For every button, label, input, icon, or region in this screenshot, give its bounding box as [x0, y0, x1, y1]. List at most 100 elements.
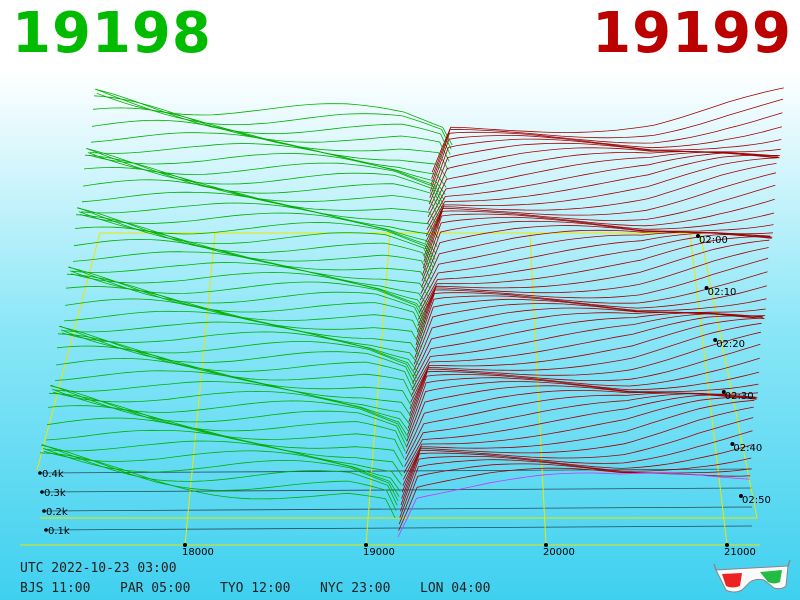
- bid-depth-line: [70, 271, 427, 319]
- volume-gridline: [42, 506, 753, 512]
- volume-tick-marker: [40, 490, 44, 494]
- volume-tick-marker: [38, 471, 42, 475]
- bid-depth-line: [55, 357, 412, 417]
- ask-depth-line: [400, 430, 753, 506]
- time-tick-marker: [704, 286, 709, 290]
- utc-time: UTC 2022-10-23 03:00: [20, 561, 177, 576]
- volume-tick-marker: [44, 528, 48, 532]
- ask-depth-line: [418, 236, 770, 320]
- bid-depth-line: [49, 385, 406, 452]
- bid-depth-line: [45, 429, 402, 485]
- time-tick-label: 02:30: [725, 391, 754, 402]
- bid-depth-line: [76, 207, 433, 274]
- ask-depth-line: [407, 357, 760, 429]
- price-tick-label: 19000: [363, 547, 395, 558]
- bid-depth-line: [95, 89, 452, 150]
- price-tick-label: 18000: [182, 547, 214, 558]
- ask-depth-line: [405, 390, 758, 454]
- tz-par: PAR 05:00: [120, 581, 191, 596]
- price-tick-marker: [183, 543, 187, 547]
- time-tick-marker: [696, 234, 700, 238]
- ask-depth-line: [397, 472, 750, 538]
- bid-depth-line: [92, 107, 449, 170]
- bid-depth-line: [63, 310, 420, 366]
- ask-depth-line: [424, 172, 776, 256]
- volume-tick-label: 0.2k: [46, 507, 68, 518]
- ask-depth-line: [408, 343, 761, 422]
- bid-depth-line: [72, 251, 429, 307]
- price-tick-label: 20000: [543, 547, 575, 558]
- volume-gridline: [40, 487, 753, 493]
- ask-depth-line: [399, 457, 752, 518]
- ask-depth-line: [431, 87, 784, 173]
- bid-depth-line: [41, 444, 398, 506]
- ask-depth-line: [421, 220, 774, 282]
- ask-depth-line: [407, 371, 760, 435]
- tz-lon: LON 04:00: [420, 581, 491, 596]
- ask-depth-line: [409, 331, 761, 416]
- time-tick-label: 02:10: [708, 287, 737, 298]
- bid-depth-line: [83, 166, 440, 230]
- ask-depth-line: [401, 417, 754, 499]
- bid-depth-line: [50, 384, 407, 447]
- bid-depth-line: [54, 370, 411, 426]
- tz-nyc: NYC 23:00: [320, 581, 391, 596]
- ask-depth-line: [430, 112, 783, 186]
- ask-depth-line: [420, 229, 773, 294]
- 3d-glasses-icon[interactable]: [712, 560, 792, 596]
- time-tick-marker: [739, 494, 743, 498]
- ask-depth-line: [427, 151, 779, 224]
- ask-depth-line: [417, 239, 770, 326]
- bid-depth-line: [81, 191, 438, 248]
- ask-depth-line: [423, 184, 776, 262]
- ask-depth-line: [419, 232, 772, 307]
- price-tick-marker: [364, 543, 368, 547]
- ask-depth-line: [431, 98, 784, 179]
- ask-depth-line: [403, 394, 756, 474]
- ask-depth-line: [428, 147, 781, 211]
- ask-depth-line: [422, 198, 775, 269]
- time-tick-label: 02:40: [733, 443, 762, 454]
- ask-depth-line: [416, 257, 769, 339]
- bid-depth-line: [94, 88, 451, 155]
- ask-depth-line: [406, 381, 759, 442]
- tz-tyo: TYO 12:00: [220, 581, 291, 596]
- bid-depth-line: [59, 325, 416, 387]
- ask-price: 19199: [592, 1, 792, 66]
- time-tick-label: 02:00: [699, 235, 728, 246]
- price-gridline: [184, 232, 216, 546]
- bid-depth-line: [42, 447, 399, 502]
- ask-depth-line: [418, 234, 771, 314]
- ask-depth-line: [410, 315, 763, 397]
- volume-gridline: [44, 525, 753, 531]
- ask-depth-line: [403, 396, 755, 480]
- bid-depth-line: [84, 154, 441, 221]
- ask-depth-line: [413, 303, 766, 365]
- ask-depth-line: [425, 157, 778, 243]
- ask-depth-line: [400, 444, 753, 512]
- ask-depth-line: [402, 399, 755, 486]
- ask-depth-line: [425, 154, 778, 237]
- ask-depth-line: [424, 163, 777, 250]
- ask-depth-line: [414, 298, 767, 358]
- ask-depth-line: [409, 322, 762, 410]
- ask-depth-line: [412, 311, 765, 378]
- bid-depth-line: [67, 266, 424, 333]
- bid-depth-line: [65, 286, 422, 349]
- bid-depth-line: [58, 326, 415, 393]
- time-tick-marker: [730, 442, 735, 446]
- price-tick-marker: [544, 543, 548, 547]
- time-tick-marker: [721, 390, 726, 394]
- ask-depth-line: [404, 392, 757, 467]
- bid-depth-line: [43, 450, 400, 497]
- ask-depth-line: [416, 247, 769, 333]
- bid-depth-line: [64, 298, 421, 358]
- bid-price: 19198: [12, 1, 212, 66]
- ask-depth-line: [412, 312, 764, 384]
- price-gridline: [365, 232, 391, 546]
- time-tick-label: 02:50: [742, 495, 771, 506]
- bid-depth-line: [85, 148, 442, 215]
- bid-depth-line: [39, 452, 396, 519]
- price-gridline: [689, 232, 728, 546]
